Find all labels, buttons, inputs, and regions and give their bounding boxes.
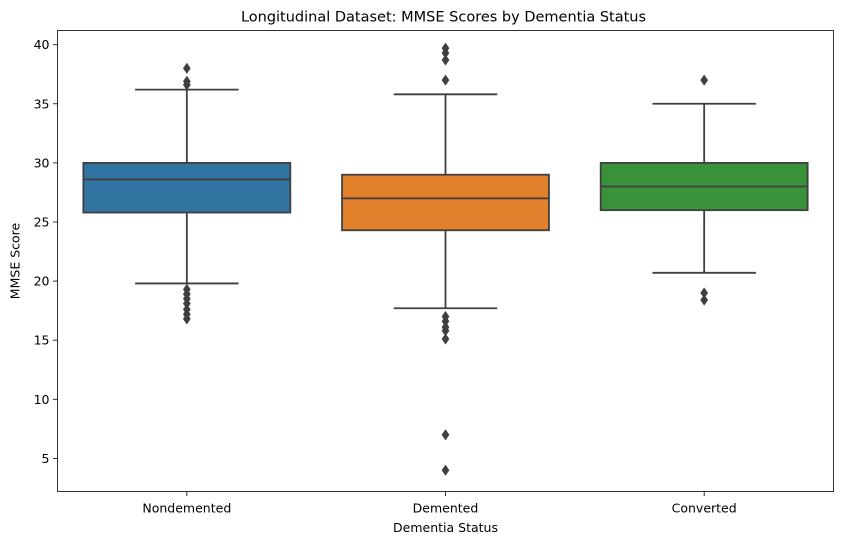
outlier-point-converted-0: [700, 74, 709, 86]
box-nondemented: [82, 161, 292, 214]
y-axis: 5 10 15 20 25 30 35 40: [34, 37, 58, 466]
outlier-point-demented-10: [441, 464, 450, 476]
outlier-point-nondemented-9: [182, 313, 191, 325]
y-tick-label-5: 5: [42, 451, 50, 466]
y-tick-label-25: 25: [34, 214, 50, 229]
x-tick-label-nondemented: Nondemented: [142, 501, 231, 516]
chart-title: Longitudinal Dataset: MMSE Scores by Dem…: [241, 10, 646, 26]
y-axis-label: MMSE Score: [8, 223, 23, 300]
outlier-point-nondemented-2: [182, 79, 191, 91]
outlier-point-converted-2: [700, 294, 709, 306]
box-demented: [341, 173, 550, 232]
box-group-converted: [599, 74, 809, 306]
outlier-point-demented-8: [441, 333, 450, 345]
outlier-point-nondemented-0: [182, 62, 191, 74]
x-tick-label-converted: Converted: [672, 501, 737, 516]
x-tick-label-demented: Demented: [413, 501, 479, 516]
y-tick-label-15: 15: [34, 333, 50, 348]
outlier-point-demented-2: [441, 54, 450, 66]
y-tick-label-10: 10: [34, 392, 50, 407]
x-axis-label: Dementia Status: [393, 520, 498, 535]
y-tick-label-20: 20: [34, 274, 50, 289]
x-axis: Nondemented Demented Converted: [142, 491, 737, 516]
y-tick-label-35: 35: [34, 96, 50, 111]
box-group-nondemented: [82, 62, 292, 325]
outlier-point-demented-9: [441, 429, 450, 441]
y-tick-label-30: 30: [34, 155, 50, 170]
outlier-point-demented-3: [441, 74, 450, 86]
y-tick-label-40: 40: [34, 37, 50, 52]
box-group-demented: [341, 42, 550, 476]
plot-area: [82, 42, 809, 476]
